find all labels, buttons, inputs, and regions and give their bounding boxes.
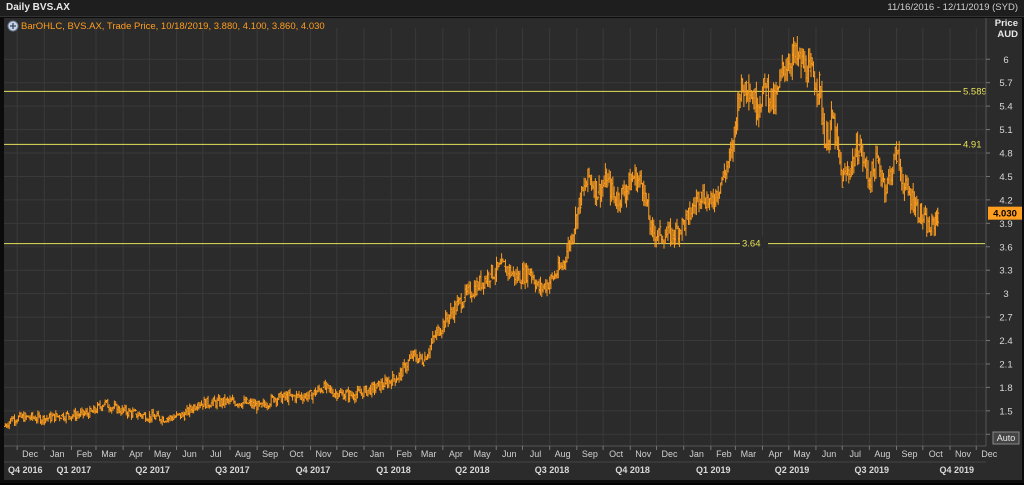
auto-button-label[interactable]: Auto bbox=[997, 433, 1016, 443]
x-month-label: Mar bbox=[101, 449, 117, 459]
y-tick-label: 2.1 bbox=[999, 359, 1012, 370]
y-tick-label: 5.7 bbox=[999, 78, 1012, 89]
x-quarter-label: Q4 2017 bbox=[296, 465, 331, 475]
x-month-label: Jan bbox=[370, 449, 385, 459]
legend-text: BarOHLC, BVS.AX, Trade Price, 10/18/2019… bbox=[21, 21, 325, 32]
gridlines bbox=[4, 28, 985, 446]
y-tick-label: 5.4 bbox=[999, 102, 1012, 113]
x-month-label: Jul bbox=[210, 449, 222, 459]
x-month-label: Nov bbox=[955, 449, 972, 459]
y-tick-label: 6 bbox=[1003, 55, 1008, 66]
x-month-label: Aug bbox=[235, 449, 251, 459]
x-month-label: Jul bbox=[849, 449, 861, 459]
x-month-label: Sep bbox=[262, 449, 278, 459]
x-month-label: Dec bbox=[981, 449, 998, 459]
x-month-label: Oct bbox=[289, 449, 304, 459]
y-tick-label: 4.8 bbox=[999, 149, 1012, 160]
auto-button-frame[interactable] bbox=[992, 431, 1020, 445]
current-price-marker: 4.030 bbox=[988, 206, 1022, 220]
y-tick-label: 3.3 bbox=[999, 266, 1012, 277]
x-quarter-label: Q4 2019 bbox=[939, 465, 974, 475]
x-axis-panel bbox=[4, 446, 1022, 480]
x-month-label: Sep bbox=[582, 449, 598, 459]
x-month-label: Dec bbox=[662, 449, 679, 459]
x-quarter-label: Q3 2019 bbox=[854, 465, 889, 475]
x-month-label: Feb bbox=[77, 449, 93, 459]
x-month-label: Dec bbox=[342, 449, 359, 459]
x-month-label: May bbox=[154, 449, 172, 459]
x-quarter-label: Q3 2017 bbox=[215, 465, 250, 475]
y-tick-label: 3.6 bbox=[999, 242, 1012, 253]
y-tick-label: 2.7 bbox=[999, 313, 1012, 324]
x-month-label: Nov bbox=[316, 449, 333, 459]
y-tick-label: 4.5 bbox=[999, 172, 1012, 183]
y-tick-label: 2.4 bbox=[999, 336, 1012, 347]
reference-label-bg bbox=[961, 137, 989, 150]
x-month-label: Jun bbox=[502, 449, 517, 459]
y-tick-label: 1.5 bbox=[999, 406, 1012, 417]
x-month-label: May bbox=[793, 449, 811, 459]
x-month-label: Sep bbox=[902, 449, 918, 459]
y-tick-label: 1.8 bbox=[999, 383, 1012, 394]
x-month-label: Aug bbox=[874, 449, 890, 459]
reference-lines[interactable]: 5.589 4.91 3.64 bbox=[4, 84, 995, 250]
settings-icon-glyph bbox=[10, 23, 16, 29]
x-quarter-label: Q1 2017 bbox=[57, 465, 92, 475]
x-month-label: Nov bbox=[635, 449, 652, 459]
y-tick-label: 3 bbox=[1003, 289, 1008, 300]
reference-line-label: 3.64 bbox=[742, 239, 761, 250]
date-range-label[interactable]: 11/16/2016 - 12/11/2019 (SYD) bbox=[887, 2, 1018, 13]
y-tick-label: 3.9 bbox=[999, 219, 1012, 230]
x-month-label: Oct bbox=[929, 449, 944, 459]
y-tick-label: 4.2 bbox=[999, 195, 1012, 206]
x-month-label: Jun bbox=[182, 449, 197, 459]
y-tick-label: 5.1 bbox=[999, 125, 1012, 136]
title-bar: Daily BVS.AX 11/16/2016 - 12/11/2019 (SY… bbox=[0, 0, 1024, 17]
x-month-label: May bbox=[474, 449, 492, 459]
x-month-label: Aug bbox=[555, 449, 571, 459]
x-quarter-label: Q2 2018 bbox=[455, 465, 490, 475]
current-price-box bbox=[988, 206, 1022, 220]
ohlc-bars bbox=[4, 36, 940, 430]
x-quarter-label: Q1 2019 bbox=[696, 465, 731, 475]
x-month-label: Apr bbox=[769, 449, 783, 459]
chart-window-title: Daily BVS.AX bbox=[6, 2, 70, 13]
x-month-label: Oct bbox=[609, 449, 624, 459]
y-axis-unit: AUD bbox=[997, 29, 1018, 40]
x-quarter-label: Q4 2018 bbox=[615, 465, 650, 475]
x-month-label: Feb bbox=[716, 449, 732, 459]
reference-line-label: 4.91 bbox=[963, 139, 982, 150]
x-month-label: Jan bbox=[50, 449, 65, 459]
reference-label-bg bbox=[740, 236, 768, 249]
x-month-label: Jul bbox=[530, 449, 542, 459]
y-axis-title: Price bbox=[995, 18, 1018, 29]
x-quarter-label: Q2 2019 bbox=[775, 465, 810, 475]
x-quarter-label: Q4 2016 bbox=[8, 465, 43, 475]
x-month-label: Feb bbox=[396, 449, 412, 459]
reference-line-label: 5.589 bbox=[963, 86, 987, 97]
x-axis[interactable]: Dec Jan Feb Mar Apr May Jun Jul Aug Sep Oct Nov Dec J… bbox=[4, 445, 1022, 480]
legend[interactable]: BarOHLC, BVS.AX, Trade Price, 10/18/2019… bbox=[7, 20, 325, 32]
x-quarter-label: Q3 2018 bbox=[535, 465, 570, 475]
x-month-label: Dec bbox=[22, 449, 39, 459]
x-month-label: Jun bbox=[822, 449, 837, 459]
current-price-label: 4.030 bbox=[993, 209, 1017, 220]
x-month-label: Apr bbox=[449, 449, 463, 459]
auto-scale-button[interactable]: Auto bbox=[992, 431, 1020, 445]
x-month-label: Mar bbox=[421, 449, 437, 459]
x-month-label: Mar bbox=[741, 449, 757, 459]
x-quarter-label: Q1 2018 bbox=[376, 465, 411, 475]
y-axis-panel bbox=[986, 18, 1022, 480]
x-quarter-label: Q2 2017 bbox=[135, 465, 170, 475]
x-month-label: Apr bbox=[129, 449, 143, 459]
x-month-label: Jan bbox=[689, 449, 704, 459]
chart-background bbox=[4, 18, 1022, 480]
